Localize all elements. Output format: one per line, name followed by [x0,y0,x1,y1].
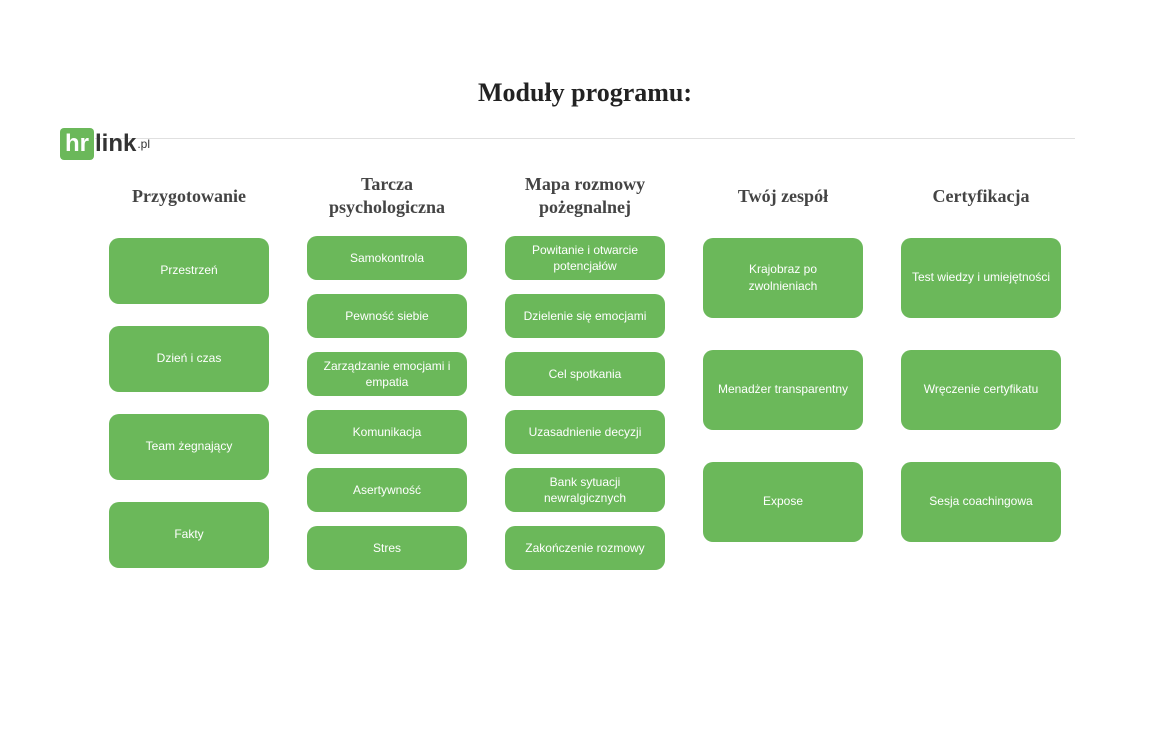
module-card: Expose [703,462,863,542]
column-heading: Tarcza psychologiczna [329,173,445,218]
logo-link: link [95,130,136,158]
column-heading: Twój zespół [738,185,828,208]
module-card: Pewność siebie [307,294,467,338]
column-3: Twój zespół Krajobraz po zwolnieniach Mena… [698,167,868,570]
module-card: Dzień i czas [109,326,269,392]
column-1: Tarcza psychologiczna Samokontrola Pewność… [302,167,472,570]
columns-container: Przygotowanie Przestrzeń Dzień i czas Team … [0,167,1170,570]
module-card: Wręczenie certyfikatu [901,350,1061,430]
page-title: Moduły programu: [0,78,1170,108]
module-card: Menadżer transparentny [703,350,863,430]
module-card: Cel spotkania [505,352,665,396]
module-card: Krajobraz po zwolnieniach [703,238,863,318]
module-card: Team żegnający [109,414,269,480]
column-heading: Certyfikacja [933,185,1030,208]
logo-suffix: .pl [137,137,150,151]
module-card: Test wiedzy i umiejętności [901,238,1061,318]
module-card: Zarządzanie emocjami i empatia [307,352,467,396]
column-heading: Przygotowanie [132,185,246,208]
module-card: Uzasadnienie decyzji [505,410,665,454]
logo: hr link .pl [60,128,150,160]
module-card: Asertywność [307,468,467,512]
column-0: Przygotowanie Przestrzeń Dzień i czas Team … [104,167,274,570]
module-card: Sesja coachingowa [901,462,1061,542]
divider [95,138,1075,139]
module-card: Powitanie i otwarcie potencjałów [505,236,665,280]
column-heading: Mapa rozmowy pożegnalnej [525,173,645,218]
module-card: Przestrzeń [109,238,269,304]
module-card: Samokontrola [307,236,467,280]
column-4: Certyfikacja Test wiedzy i umiejętności Wr… [896,167,1066,570]
logo-hr: hr [60,128,94,160]
module-card: Dzielenie się emocjami [505,294,665,338]
module-card: Bank sytuacji newralgicznych [505,468,665,512]
module-card: Fakty [109,502,269,568]
module-card: Zakończenie rozmowy [505,526,665,570]
module-card: Komunikacja [307,410,467,454]
module-card: Stres [307,526,467,570]
column-2: Mapa rozmowy pożegnalnej Powitanie i otwa… [500,167,670,570]
